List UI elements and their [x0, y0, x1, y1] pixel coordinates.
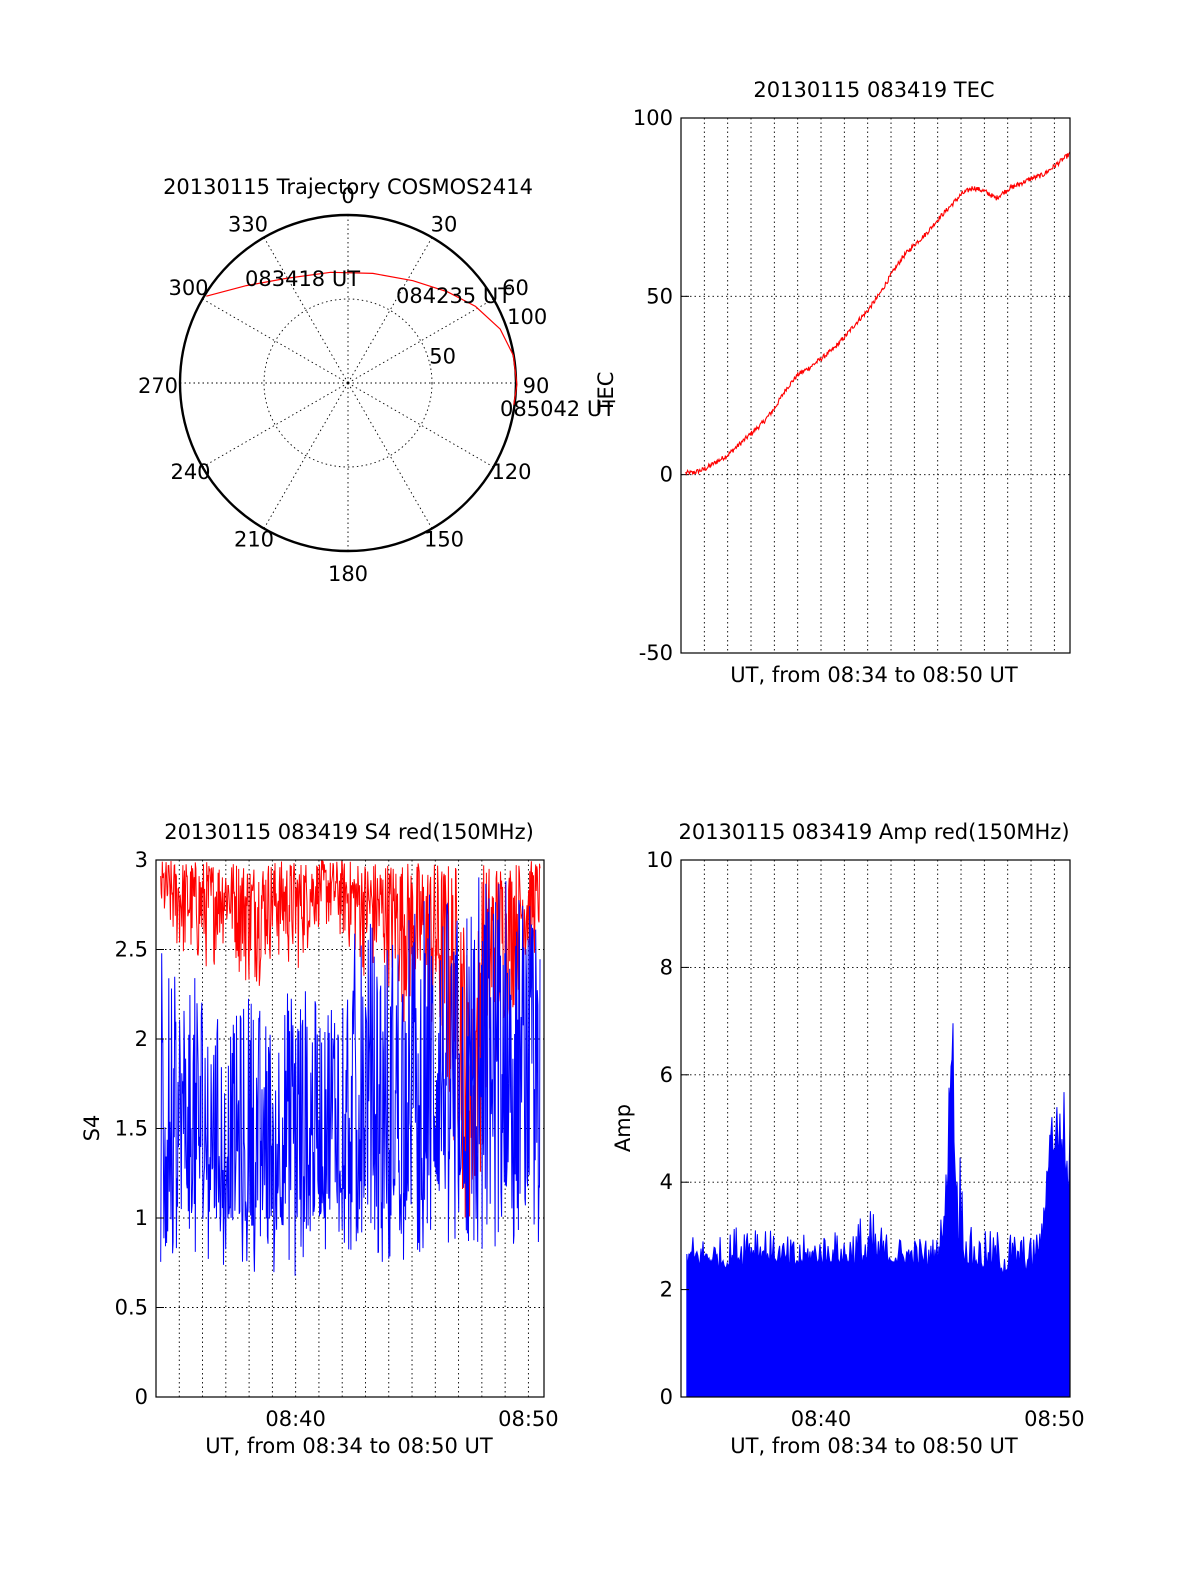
azimuth-tick-label: 60	[502, 276, 529, 300]
annotation-end-time: 085042 UT	[500, 397, 615, 421]
s4-y-label: S4	[80, 1115, 104, 1142]
amp-x-label: UT, from 08:34 to 08:50 UT	[730, 1434, 1018, 1458]
tec-y-ticks: 100 50 0 -50	[633, 106, 689, 665]
polar-spoke	[263, 237, 349, 384]
tec-title: 20130115 083419 TEC	[753, 78, 994, 102]
azimuth-tick-label: 300	[168, 276, 208, 300]
polar-inner-circle	[263, 298, 433, 468]
s4-panel: 20130115 083419 S4 red(150MHz) 0 0.5 1 1.5 2…	[80, 820, 559, 1458]
azimuth-tick-label: 210	[234, 527, 274, 551]
y-tick-label: 0.5	[115, 1296, 148, 1320]
x-tick-label: 08:50	[1024, 1407, 1085, 1431]
polar-spoke	[263, 382, 349, 529]
y-tick-label: 3	[135, 848, 148, 872]
radial-tick-label: 100	[507, 305, 547, 329]
y-tick-label: 8	[660, 955, 673, 979]
azimuth-tick-label: 180	[328, 562, 368, 586]
tec-plot-frame	[680, 117, 1071, 654]
y-tick-label: 6	[660, 1063, 673, 1087]
radial-tick-label: 50	[429, 345, 456, 369]
amp-plot-frame	[680, 859, 1071, 1398]
azimuth-tick-label: 270	[138, 374, 178, 398]
s4-title: 20130115 083419 S4 red(150MHz)	[164, 820, 534, 844]
s4-y-ticks: 0 0.5 1 1.5 2 2.5 3	[115, 848, 164, 1409]
x-tick-label: 08:40	[791, 1407, 852, 1431]
s4-plot-frame	[155, 859, 545, 1398]
azimuth-tick-label: 150	[424, 527, 464, 551]
y-tick-label: 0	[660, 463, 673, 487]
azimuth-tick-label: 330	[228, 213, 268, 237]
s4-series	[160, 860, 541, 1276]
y-tick-label: 100	[633, 106, 673, 130]
y-tick-label: 2.5	[115, 938, 148, 962]
polar-spoke	[202, 382, 349, 468]
amp-x-ticks: 08:40 08:50	[791, 1407, 1085, 1431]
amp-bars	[686, 1023, 1071, 1398]
trajectory-series	[206, 271, 518, 405]
trajectory-line	[206, 271, 518, 405]
y-tick-label: 2	[660, 1278, 673, 1302]
azimuth-tick-label: 240	[170, 460, 210, 484]
amp-y-ticks: 0 2 4 6 8 10	[646, 848, 689, 1409]
polar-grid	[178, 213, 518, 553]
annotation-mid-time: 084235 UT	[396, 284, 511, 308]
tec-line	[685, 151, 1071, 476]
trajectory-title: 20130115 Trajectory COSMOS2414	[163, 175, 533, 199]
polar-azimuth-ticks: 0 30 60 90 120 150 180 210 240 270 300 330	[138, 184, 549, 586]
x-tick-label: 08:40	[265, 1407, 326, 1431]
tec-y-label: TEC	[594, 372, 618, 414]
annotation-start-time: 083418 UT	[245, 267, 360, 291]
amp-y-label: Amp	[611, 1104, 635, 1152]
y-tick-label: -50	[639, 641, 673, 665]
tec-grid	[681, 117, 1070, 654]
y-tick-label: 2	[135, 1027, 148, 1051]
y-tick-label: 0	[660, 1385, 673, 1409]
s4-blue-line	[160, 877, 541, 1276]
tec-series	[685, 151, 1071, 476]
amp-title: 20130115 083419 Amp red(150MHz)	[678, 820, 1069, 844]
y-tick-label: 4	[660, 1170, 673, 1194]
amp-series	[686, 1023, 1071, 1398]
polar-radial-ticks: 50 100	[429, 305, 547, 368]
s4-x-label: UT, from 08:34 to 08:50 UT	[205, 1434, 493, 1458]
polar-spoke	[347, 382, 494, 468]
x-tick-label: 08:50	[498, 1407, 559, 1431]
polar-spoke	[202, 298, 349, 384]
y-tick-label: 0	[135, 1385, 148, 1409]
amp-panel: 20130115 083419 Amp red(150MHz) 0246810 …	[611, 820, 1085, 1458]
trajectory-panel: 20130115 Trajectory COSMOS2414 0 30 60 90 12…	[138, 175, 615, 586]
azimuth-tick-label: 30	[431, 213, 458, 237]
tec-x-label: UT, from 08:34 to 08:50 UT	[730, 663, 1018, 687]
azimuth-tick-label: 120	[491, 460, 531, 484]
s4-red-line	[160, 860, 541, 1218]
y-tick-label: 1	[135, 1206, 148, 1230]
y-tick-label: 10	[646, 848, 673, 872]
polar-spoke	[347, 298, 494, 384]
y-tick-label: 1.5	[115, 1117, 148, 1141]
polar-spoke	[347, 382, 433, 529]
y-tick-label: 50	[646, 284, 673, 308]
tec-panel: 20130115 083419 TEC 100 50 0 -50 UT, from 0…	[594, 78, 1071, 687]
azimuth-tick-label: 90	[523, 374, 550, 398]
polar-spoke	[347, 237, 433, 384]
s4-x-ticks: 08:40 08:50	[265, 1407, 558, 1431]
azimuth-tick-label: 0	[341, 184, 354, 208]
